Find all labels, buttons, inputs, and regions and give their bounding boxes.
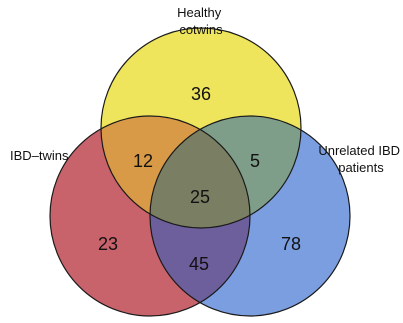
unrelated-ibd-outline [149, 115, 351, 317]
all-three-overlap [150, 116, 250, 228]
ibd-twins-outline [49, 115, 251, 317]
unrelated-ibd-label: Unrelated IBD patients [318, 143, 403, 175]
count-ibd-twins-unrelated: 45 [189, 254, 209, 274]
count-healthy-only: 36 [191, 84, 211, 104]
count-unrelated-only: 78 [281, 234, 301, 254]
count-healthy-ibd-twins: 12 [133, 151, 153, 171]
count-ibd-twins-only: 23 [98, 234, 118, 254]
ibd-twins-label: IBD–twins [10, 148, 69, 163]
count-all-three: 25 [190, 187, 210, 207]
count-healthy-unrelated: 5 [250, 151, 260, 171]
healthy-cotwins-outline [100, 27, 302, 229]
healthy-cotwins-label: Healthy cotwins [177, 5, 225, 37]
